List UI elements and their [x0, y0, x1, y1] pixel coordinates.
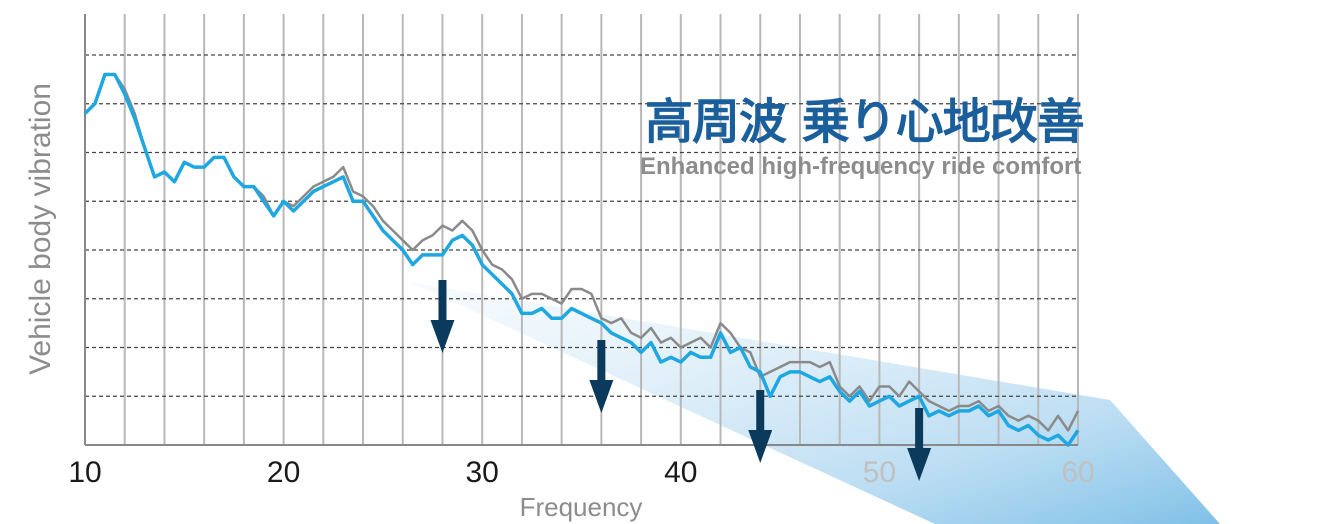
x-tick-labels: 10 20 30 40 50 60 — [68, 456, 1094, 489]
improved-series-line — [83, 72, 1080, 447]
x-axis-label: Frequency — [520, 492, 643, 522]
chart-title: 高周波 乗り心地改善 — [645, 94, 1085, 150]
x-tick-label: 10 — [68, 456, 101, 489]
down-arrow-icon — [589, 340, 614, 413]
grid — [85, 14, 1079, 445]
reduction-arrows — [430, 280, 932, 481]
down-arrow-icon — [748, 390, 773, 463]
x-tick-label: 30 — [466, 456, 499, 489]
x-tick-label: 40 — [664, 456, 697, 489]
series-lines — [83, 72, 1080, 447]
x-tick-label: 50 — [863, 456, 896, 489]
down-arrow-icon — [907, 408, 932, 481]
y-axis-label: Vehicle body vibration — [24, 83, 57, 375]
x-tick-label: 60 — [1061, 456, 1094, 489]
x-tick-label: 20 — [267, 456, 300, 489]
down-arrow-icon — [430, 280, 455, 353]
chart-subtitle: Enhanced high-frequency ride comfort — [640, 153, 1082, 180]
improvement-highlight-band — [410, 282, 1220, 524]
